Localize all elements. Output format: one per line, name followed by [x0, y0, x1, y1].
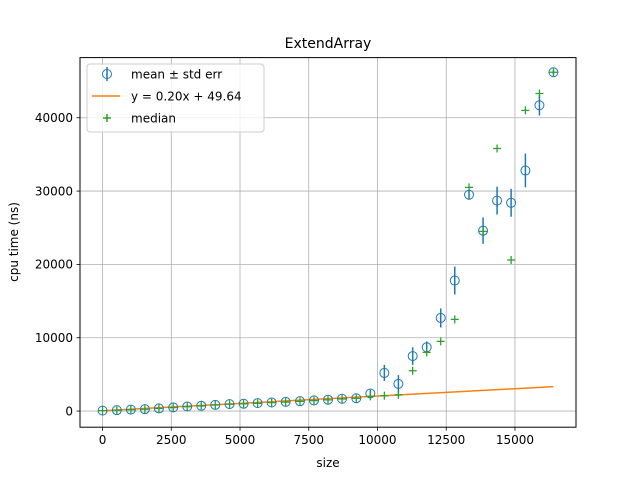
- mean-marker: [153, 403, 164, 414]
- chart-title: ExtendArray: [285, 36, 372, 52]
- median-marker: [380, 391, 389, 400]
- legend: mean ± std err y = 0.20x + 49.64 median: [86, 63, 265, 133]
- median-marker: [338, 394, 347, 403]
- mean-marker: [351, 393, 362, 404]
- legend-label-fit: y = 0.20x + 49.64: [131, 90, 242, 104]
- median-marker: [549, 68, 558, 77]
- y-tick-label: 40000: [35, 111, 73, 125]
- x-tick-label: 10000: [358, 433, 396, 447]
- legend-label-median: median: [131, 112, 176, 126]
- y-tick-label: 0: [65, 404, 73, 418]
- mean-marker: [280, 396, 291, 407]
- mean-marker: [492, 195, 503, 206]
- legend-item-median: median: [103, 112, 176, 126]
- median-marker: [225, 400, 234, 409]
- mean-marker: [266, 397, 277, 408]
- median-markers-layer: [98, 68, 558, 415]
- mean-marker: [379, 367, 390, 378]
- mean-marker: [435, 312, 446, 323]
- x-tick-label: 7500: [293, 433, 324, 447]
- y-axis-label: cpu time (ns): [7, 202, 21, 282]
- median-marker: [112, 406, 121, 415]
- legend-item-fit: y = 0.20x + 49.64: [92, 90, 242, 104]
- median-marker: [352, 394, 361, 403]
- x-axis-label: size: [316, 456, 339, 470]
- y-tick-label: 20000: [35, 258, 73, 272]
- ticks: 0 2500 5000 7500 10000 12500 15000 0 10000 20000 3…: [35, 111, 534, 447]
- median-marker: [479, 227, 488, 236]
- x-tick-label: 15000: [496, 433, 534, 447]
- x-tick-label: 2500: [156, 433, 187, 447]
- median-marker: [169, 403, 178, 412]
- mean-marker: [224, 399, 235, 410]
- mean-marker: [407, 351, 418, 362]
- median-marker: [197, 401, 206, 410]
- median-marker: [267, 398, 276, 407]
- mean-marker: [111, 405, 122, 416]
- mean-marker: [534, 100, 545, 111]
- median-marker: [126, 405, 135, 414]
- mean-marker: [337, 393, 348, 404]
- median-marker: [422, 348, 431, 357]
- y-tick-label: 10000: [35, 331, 73, 345]
- median-marker: [493, 144, 502, 153]
- legend-median-marker: [103, 114, 111, 122]
- y-tick-label: 30000: [35, 184, 73, 198]
- mean-marker: [506, 197, 517, 208]
- mean-marker: [449, 275, 460, 286]
- median-marker: [98, 406, 107, 415]
- x-tick-label: 5000: [225, 433, 256, 447]
- median-marker: [211, 400, 220, 409]
- mean-marker: [323, 394, 333, 405]
- mean-marker: [196, 400, 207, 411]
- median-marker: [465, 183, 474, 192]
- mean-marker: [210, 399, 221, 410]
- median-marker: [140, 405, 149, 414]
- mean-marker: [548, 67, 559, 78]
- x-tick-label: 12500: [427, 433, 465, 447]
- median-marker: [394, 390, 403, 399]
- median-marker: [239, 399, 248, 408]
- median-marker: [281, 398, 290, 407]
- mean-marker: [393, 378, 404, 389]
- median-marker: [521, 106, 530, 115]
- legend-frame: [86, 63, 265, 133]
- legend-mean-marker: [102, 69, 112, 79]
- median-marker: [366, 392, 375, 401]
- mean-marker: [139, 404, 150, 415]
- median-marker: [324, 395, 332, 404]
- median-marker: [154, 404, 163, 413]
- mean-marker: [308, 395, 319, 406]
- plot-frame: [79, 57, 577, 428]
- mean-marker: [168, 402, 179, 413]
- median-marker: [309, 396, 318, 405]
- mean-marker: [294, 396, 305, 407]
- mean-marker: [182, 401, 193, 412]
- mean-marker: [97, 405, 108, 416]
- median-marker: [253, 399, 262, 408]
- median-marker: [450, 315, 459, 324]
- mean-marker: [520, 165, 531, 176]
- median-marker: [408, 366, 417, 375]
- legend-label-mean: mean ± std err: [131, 68, 222, 82]
- x-tick-label: 0: [99, 433, 107, 447]
- mean-marker: [125, 404, 136, 415]
- mean-markers-layer: [97, 67, 559, 416]
- median-marker: [295, 397, 304, 406]
- median-marker: [436, 337, 445, 346]
- mean-marker: [252, 398, 263, 409]
- median-marker: [183, 402, 192, 411]
- mean-marker: [238, 398, 249, 409]
- legend-item-mean: mean ± std err: [102, 67, 222, 82]
- median-marker: [535, 89, 544, 98]
- median-marker: [507, 256, 516, 264]
